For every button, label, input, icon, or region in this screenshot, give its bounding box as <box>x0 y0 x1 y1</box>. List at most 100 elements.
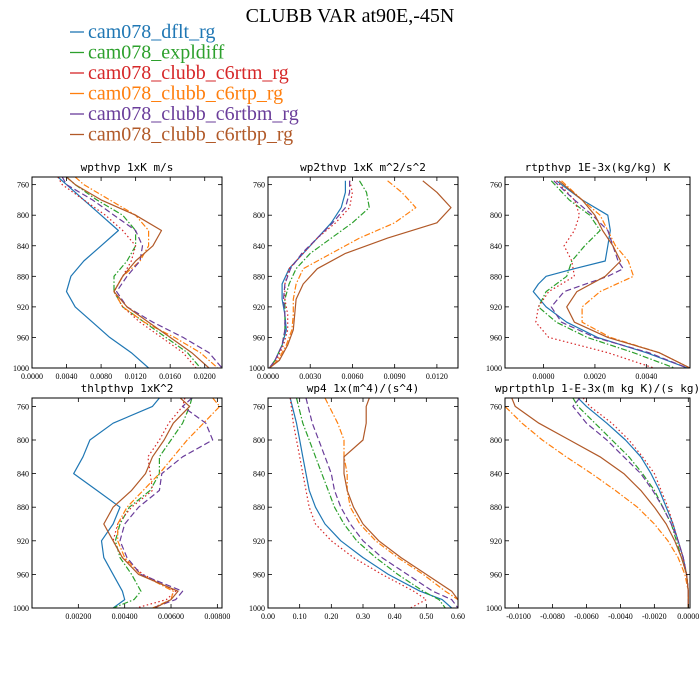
series-line-cam078_clubb_c6rtbp_rg <box>558 180 690 368</box>
plot-frame <box>504 176 691 369</box>
series-line-cam078_clubb_c6rtm_rg <box>535 180 655 368</box>
y-tick-label: 960 <box>253 333 265 342</box>
series-line-cam078_clubb_c6rtp_rg <box>74 177 219 368</box>
y-tick-label: 920 <box>17 537 29 546</box>
y-tick-label: 760 <box>490 402 502 411</box>
plot-frame <box>504 397 691 609</box>
y-tick-label: 800 <box>253 436 265 445</box>
series-line-cam078_clubb_c6rtbp_rg <box>66 177 210 368</box>
panel-6: wprtpthlp 1-E-3x(m kg K)/(s kg) 760 800 840… <box>486 382 700 621</box>
figure-title: CLUBB VAR at90E,-45N <box>246 5 455 27</box>
y-tick-label: 880 <box>253 503 265 512</box>
panel-2: wp2thvp 1xK m^2/s^2 760 800 840 880 920 960 100… <box>249 161 459 381</box>
x-tick-label: 0.0000 <box>677 612 699 621</box>
y-tick-label: 1000 <box>249 364 265 373</box>
x-tick-label: 0.0090 <box>384 372 406 381</box>
x-tick-label: 0.60 <box>451 612 465 621</box>
series-line-cam078_clubb_c6rtp_rg <box>505 405 689 608</box>
legend-label-cam078_expldiff: cam078_expldiff <box>88 42 225 64</box>
panel-5: wp4 1x(m^4)/(s^4)76080084088092096010000… <box>249 382 465 621</box>
series-line-cam078_clubb_c6rtbp_rg <box>103 398 191 608</box>
x-tick-label: 0.10 <box>293 612 307 621</box>
x-tick-label: 0.0120 <box>426 372 448 381</box>
x-tick-label: -0.0020 <box>642 612 667 621</box>
x-tick-label: 0.0040 <box>635 372 657 381</box>
legend-label-cam078_clubb_c6rtbm_rg: cam078_clubb_c6rtbm_rg <box>88 103 299 125</box>
x-tick-label: 0.00600 <box>158 612 184 621</box>
plot-frame <box>31 397 223 609</box>
y-tick-label: 920 <box>490 537 502 546</box>
y-tick-label: 1000 <box>486 604 502 613</box>
series-group <box>268 180 452 368</box>
series-group <box>505 398 689 608</box>
x-tick-label: 0.0060 <box>341 372 363 381</box>
x-tick-label: -0.0080 <box>540 612 565 621</box>
panel-title: wprtpthlp 1-E-3x(m kg K)/(s kg) <box>495 382 700 395</box>
x-tick-label: 0.20 <box>324 612 338 621</box>
series-group <box>289 398 458 608</box>
plot-frame <box>31 176 223 369</box>
legend-label-cam078_dflt_rg: cam078_dflt_rg <box>88 21 215 43</box>
x-tick-label: 0.0020 <box>584 372 606 381</box>
x-tick-label: 0.0030 <box>299 372 321 381</box>
y-tick-label: 760 <box>17 402 29 411</box>
y-tick-label: 800 <box>490 436 502 445</box>
y-tick-label: 800 <box>490 211 502 220</box>
y-tick-label: 800 <box>253 211 265 220</box>
y-tick-label: 840 <box>17 470 29 479</box>
x-tick-label: 0.0200 <box>194 372 216 381</box>
series-line-cam078_clubb_c6rtbm_rg <box>550 180 688 368</box>
series-line-cam078_clubb_c6rtp_rg <box>561 180 690 368</box>
plot-frame <box>267 176 459 369</box>
series-line-cam078_clubb_c6rtp_rg <box>269 180 417 368</box>
y-tick-label: 920 <box>253 537 265 546</box>
series-line-cam078_dflt_rg <box>532 180 688 368</box>
series-line-cam078_dflt_rg <box>73 398 160 608</box>
y-tick-label: 880 <box>253 272 265 281</box>
series-line-cam078_clubb_c6rtp_rg <box>324 398 458 602</box>
panel-title: wpthvp 1xK m/s <box>81 161 174 174</box>
legend-label-cam078_clubb_c6rtp_rg: cam078_clubb_c6rtp_rg <box>88 83 283 105</box>
y-tick-label: 1000 <box>13 364 29 373</box>
series-line-cam078_clubb_c6rtbm_rg <box>305 398 458 608</box>
x-tick-label: 0.0160 <box>159 372 181 381</box>
y-tick-label: 920 <box>490 303 502 312</box>
x-tick-label: 0.00800 <box>204 612 230 621</box>
y-tick-label: 840 <box>490 242 502 251</box>
panel-3: rtpthvp 1E-3x(kg/kg) K 760 800 840 880 920 960… <box>486 161 691 381</box>
y-tick-label: 960 <box>17 333 29 342</box>
y-tick-label: 920 <box>253 303 265 312</box>
x-tick-label: 0.30 <box>356 612 370 621</box>
series-line-cam078_clubb_c6rtbm_rg <box>61 177 222 368</box>
y-tick-label: 760 <box>253 181 265 190</box>
y-tick-label: 920 <box>17 303 29 312</box>
y-tick-label: 960 <box>490 333 502 342</box>
y-tick-label: 760 <box>17 181 29 190</box>
panel-title: rtpthvp 1E-3x(kg/kg) K <box>525 161 671 174</box>
series-group <box>57 177 222 368</box>
panels: wpthvp 1xK m/s76080084088092096010000.00… <box>13 161 700 621</box>
x-tick-label: -0.0040 <box>608 612 633 621</box>
y-tick-label: 840 <box>17 242 29 251</box>
panel-title: wp2thvp 1xK m^2/s^2 <box>300 161 426 174</box>
x-tick-label: 0.00 <box>261 612 275 621</box>
series-line-cam078_clubb_c6rtbp_rg <box>343 398 458 602</box>
x-tick-label: 0.0000 <box>257 372 279 381</box>
series-line-cam078_dflt_rg <box>57 177 149 368</box>
series-line-cam078_clubb_c6rtm_rg <box>57 177 197 368</box>
x-tick-label: 0.50 <box>419 612 433 621</box>
series-line-cam078_dflt_rg <box>289 398 453 608</box>
x-tick-label: 0.0000 <box>21 372 43 381</box>
y-tick-label: 960 <box>490 570 502 579</box>
y-tick-label: 760 <box>253 402 265 411</box>
series-line-cam078_clubb_c6rtbp_rg <box>269 180 452 368</box>
series-line-cam078_clubb_c6rtbm_rg <box>572 398 689 608</box>
y-tick-label: 840 <box>253 470 265 479</box>
panel-4: thlpthvp 1xK^2 760 800 840 880 920 960 1000 0.00… <box>13 382 230 621</box>
y-tick-label: 840 <box>253 242 265 251</box>
series-line-cam078_expldiff <box>537 180 675 368</box>
series-line-cam078_expldiff <box>295 398 446 608</box>
